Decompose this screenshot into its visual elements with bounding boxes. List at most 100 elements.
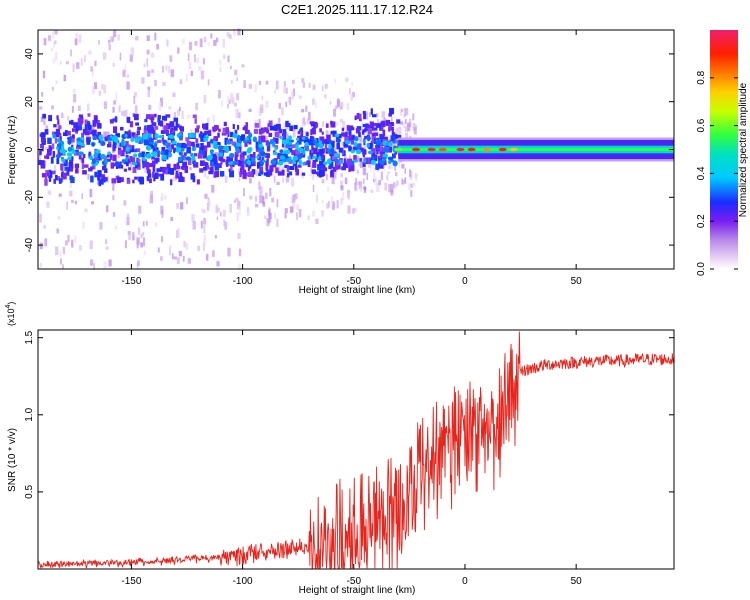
band-spot bbox=[354, 136, 359, 142]
band-cell bbox=[126, 179, 131, 184]
band-cell bbox=[219, 171, 225, 177]
band-cell bbox=[170, 179, 173, 186]
noise-speck bbox=[39, 262, 42, 268]
band-cell bbox=[266, 156, 269, 162]
band-cell bbox=[157, 139, 162, 144]
noise-speck bbox=[269, 161, 272, 167]
noise-speck bbox=[142, 237, 146, 247]
noise-speck bbox=[226, 32, 230, 37]
band-cell bbox=[276, 131, 280, 138]
band-cell bbox=[152, 165, 156, 173]
band-cell bbox=[113, 126, 118, 133]
band-cell bbox=[349, 164, 355, 172]
band-cell bbox=[355, 128, 361, 134]
band-spot bbox=[277, 160, 284, 166]
band-cell bbox=[325, 123, 329, 128]
noise-speck bbox=[59, 61, 62, 65]
noise-speck bbox=[173, 112, 177, 118]
noise-speck bbox=[248, 84, 253, 89]
band-spot bbox=[164, 142, 169, 147]
band-cell bbox=[126, 116, 131, 123]
noise-speck bbox=[151, 69, 155, 73]
band-spot bbox=[107, 151, 111, 155]
noise-speck bbox=[113, 100, 117, 105]
band-spot bbox=[272, 142, 276, 147]
band-spot bbox=[77, 141, 83, 145]
band-cell bbox=[200, 143, 204, 150]
noise-speck bbox=[241, 64, 245, 68]
band-spot bbox=[134, 139, 140, 144]
band-cell bbox=[110, 119, 114, 124]
band-spot bbox=[285, 143, 291, 149]
band-cell bbox=[370, 108, 373, 115]
band-spot bbox=[167, 146, 172, 151]
snr-axes: -150 -100 -50 0 50 0.5 1.0 1.5 bbox=[24, 330, 674, 587]
band-cell bbox=[308, 139, 313, 146]
noise-speck bbox=[200, 70, 205, 80]
noise-speck bbox=[42, 37, 46, 46]
band-cell bbox=[176, 123, 180, 128]
band-cell bbox=[79, 138, 85, 146]
noise-speck bbox=[233, 199, 236, 204]
noise-speck bbox=[386, 171, 390, 175]
band-cell bbox=[151, 160, 156, 167]
band-cell bbox=[134, 161, 139, 169]
noise-speck bbox=[43, 225, 46, 229]
noise-speck bbox=[408, 118, 412, 127]
band-cell bbox=[81, 157, 85, 164]
band-cell bbox=[171, 127, 174, 132]
band-cell bbox=[351, 135, 356, 140]
band-cell bbox=[248, 162, 252, 169]
noise-speck bbox=[213, 39, 217, 46]
band-cell bbox=[370, 121, 374, 127]
noise-speck bbox=[368, 164, 371, 168]
band-cell bbox=[397, 134, 402, 139]
noise-speck bbox=[177, 47, 180, 53]
band-cell bbox=[297, 138, 302, 145]
band-cell bbox=[226, 156, 231, 163]
band-cell bbox=[56, 158, 60, 165]
band-cell bbox=[237, 160, 243, 167]
noise-speck bbox=[260, 194, 264, 203]
band-cell bbox=[107, 158, 111, 162]
noise-speck bbox=[89, 259, 94, 266]
band-cell bbox=[149, 126, 155, 134]
colorbar-tick-label: 0.4 bbox=[696, 166, 707, 180]
band-spot bbox=[329, 148, 335, 154]
noise-speck bbox=[261, 95, 264, 101]
band-cell bbox=[330, 130, 334, 135]
noise-speck bbox=[161, 236, 163, 243]
noise-speck bbox=[258, 80, 262, 86]
band-cell bbox=[384, 144, 390, 151]
noise-speck bbox=[321, 179, 325, 184]
noise-speck bbox=[311, 211, 316, 217]
band-cell bbox=[362, 110, 366, 115]
band-cell bbox=[342, 150, 346, 157]
band-spot bbox=[304, 136, 309, 141]
band-cell bbox=[322, 164, 326, 169]
band-spot bbox=[262, 159, 266, 163]
band-spot bbox=[176, 142, 182, 149]
noise-speck bbox=[380, 171, 384, 181]
noise-speck bbox=[222, 38, 226, 48]
band-cell bbox=[221, 132, 227, 136]
noise-speck bbox=[404, 119, 407, 124]
noise-speck bbox=[375, 113, 379, 118]
noise-speck bbox=[259, 194, 262, 204]
band-cell bbox=[55, 128, 61, 136]
band-cell bbox=[234, 151, 239, 157]
band-cell bbox=[52, 150, 56, 158]
noise-speck bbox=[129, 54, 133, 62]
band-cell bbox=[97, 170, 102, 177]
band-cell bbox=[275, 138, 279, 144]
noise-speck bbox=[412, 113, 415, 121]
noise-speck bbox=[206, 175, 210, 180]
snr-frame bbox=[37, 329, 675, 570]
noise-speck bbox=[108, 44, 111, 51]
noise-speck bbox=[190, 70, 194, 77]
noise-speck bbox=[178, 250, 182, 257]
band-cell bbox=[275, 167, 279, 174]
noise-speck bbox=[312, 98, 315, 105]
band-spot bbox=[113, 138, 119, 143]
band-cell bbox=[281, 133, 287, 141]
